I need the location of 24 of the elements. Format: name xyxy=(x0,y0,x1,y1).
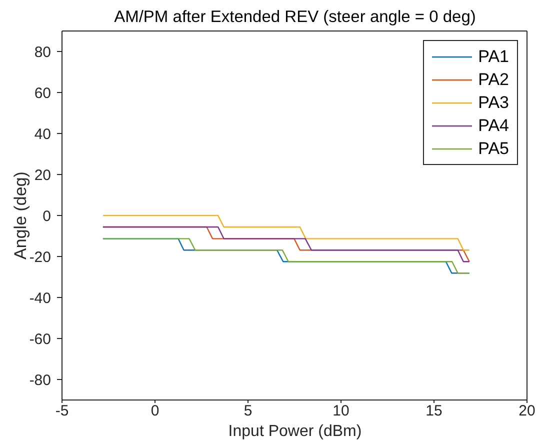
y-tick-label: 0 xyxy=(42,208,51,225)
legend-label: PA3 xyxy=(478,92,509,114)
x-tick-label: 10 xyxy=(332,402,350,420)
y-axis-title: Angle (deg) xyxy=(11,172,30,260)
y-tick-label: -20 xyxy=(29,248,51,266)
y-tick-label: -60 xyxy=(29,330,51,348)
x-tick-label: 5 xyxy=(244,402,252,420)
x-tick-label: 15 xyxy=(426,402,442,420)
y-tick-label: 80 xyxy=(34,44,51,61)
x-tick-label: 0 xyxy=(150,402,160,420)
legend-label: PA2 xyxy=(478,69,509,91)
x-tick-label: -5 xyxy=(55,402,69,420)
y-tick-label: -80 xyxy=(29,372,51,389)
y-tick-label: 20 xyxy=(34,166,51,184)
legend-label: PA5 xyxy=(478,138,509,160)
legend-label: PA4 xyxy=(478,115,509,137)
x-axis-title: Input Power (dBm) xyxy=(227,422,363,441)
line-series xyxy=(102,214,470,251)
y-tick-label: -40 xyxy=(29,290,51,307)
x-tick-label: 20 xyxy=(518,402,536,420)
y-tick-label: 40 xyxy=(34,126,51,143)
y-tick-label: 60 xyxy=(34,84,51,102)
legend-label: PA1 xyxy=(478,46,509,68)
chart-title: AM/PM after Extended REV (steer angle = 0 deg) xyxy=(113,8,477,27)
